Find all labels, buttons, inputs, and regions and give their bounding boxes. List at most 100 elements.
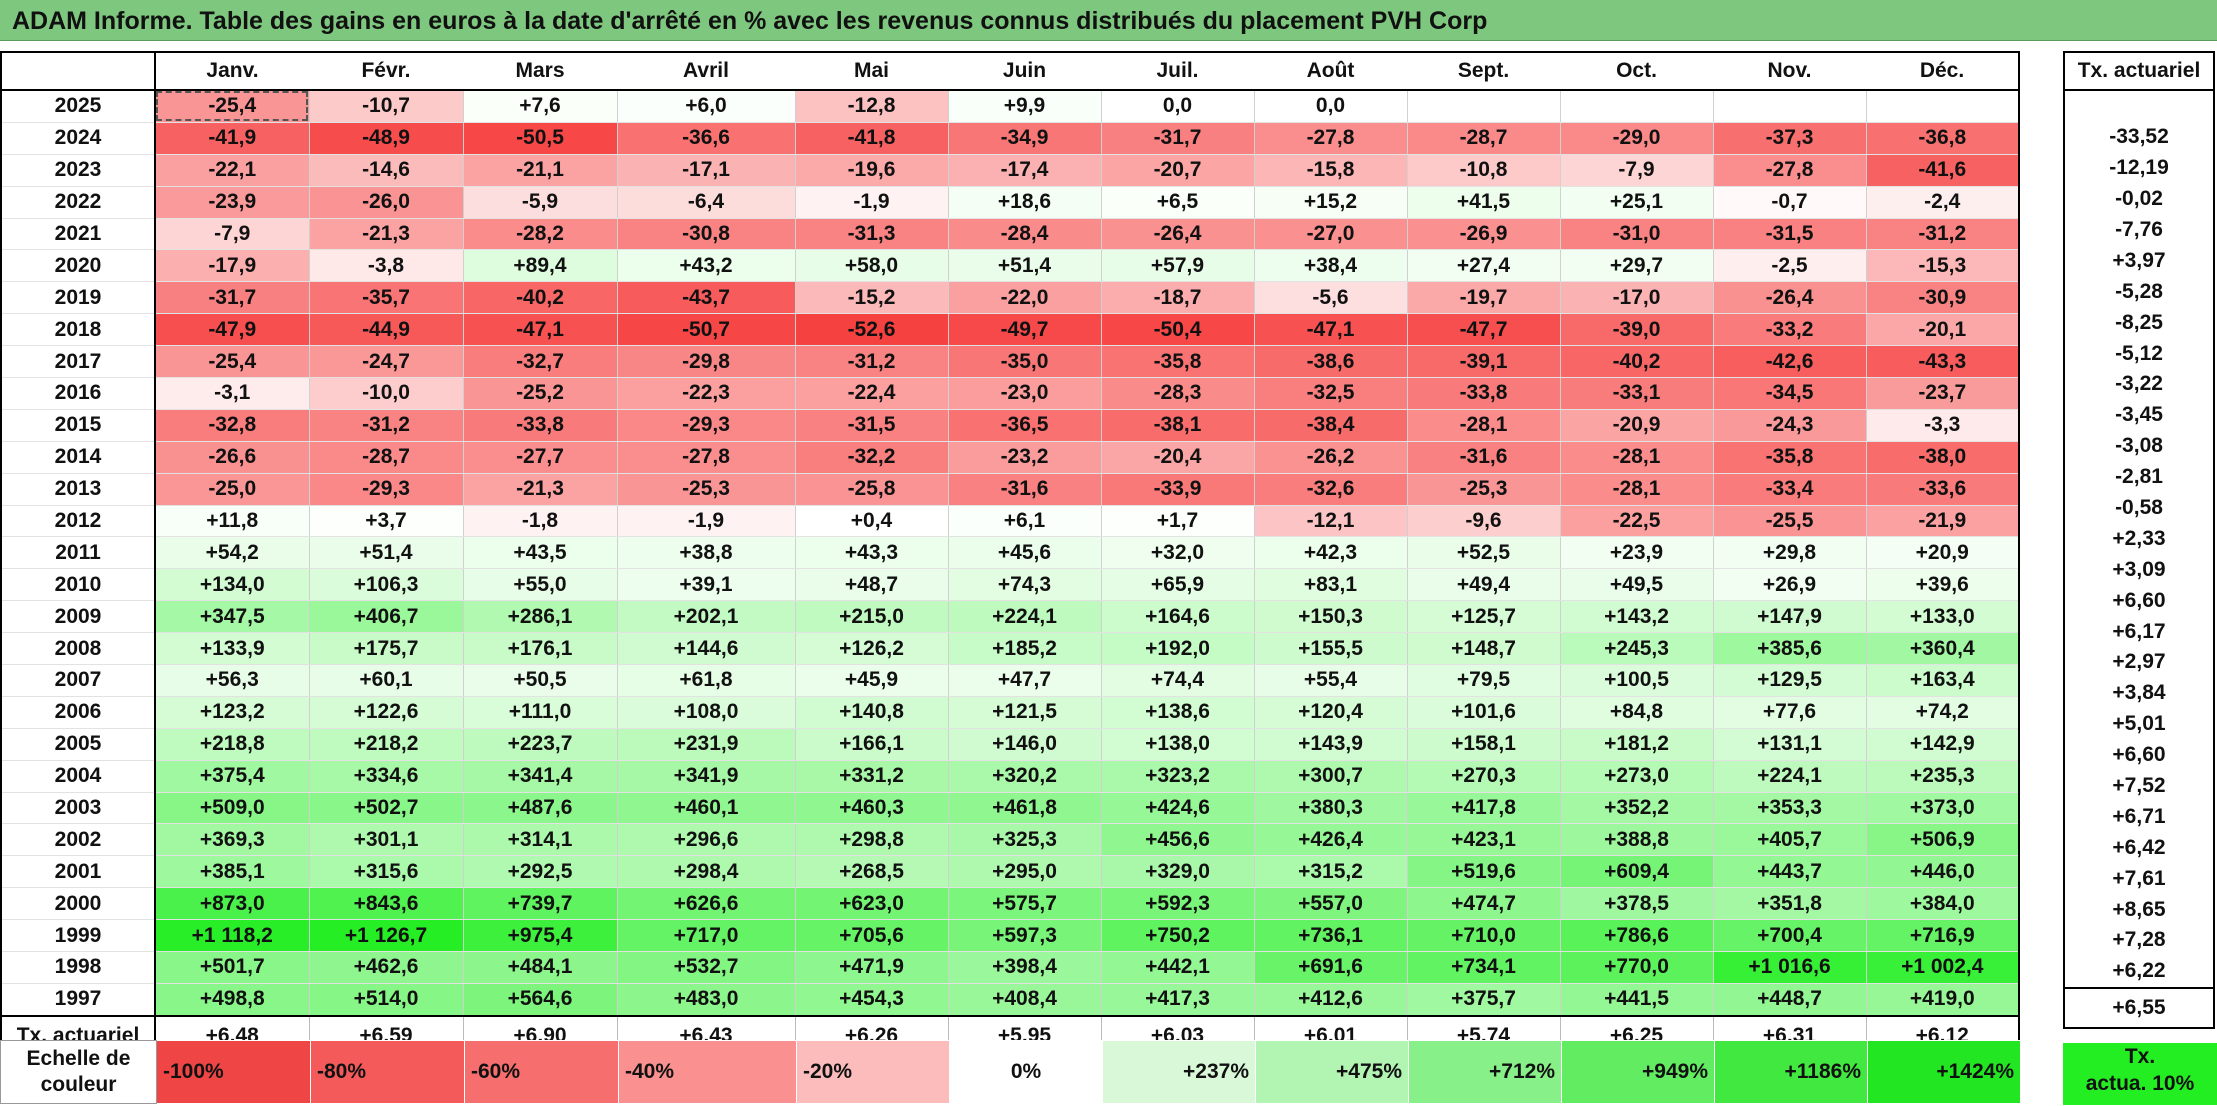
- gain-cell: -35,0: [948, 345, 1102, 379]
- year-row: 2017 -25,4 -24,7 -32,7 -29,8 -31,2 -35,0 -35,8-…: [1, 345, 2020, 379]
- gain-cell: +442,1: [1101, 951, 1255, 984]
- gain-cell: -21,9: [1866, 505, 2020, 538]
- gain-cell: +51,4: [948, 249, 1102, 283]
- gain-cell: +412,6: [1254, 983, 1408, 1017]
- gain-cell: +331,2: [795, 760, 949, 793]
- gain-cell: +108,0: [617, 696, 796, 729]
- gain-cell: -31,7: [155, 281, 310, 315]
- gain-cell: -42,6: [1713, 345, 1867, 379]
- gain-cell: +514,0: [309, 983, 464, 1017]
- gain-cell: +175,7: [309, 632, 464, 666]
- gain-cell: -27,8: [617, 441, 796, 474]
- annual-rate-cell: +6,42: [2064, 832, 2214, 864]
- scale-label: Echelle de couleur: [0, 1040, 157, 1104]
- annual-rate-cell: -3,45: [2064, 399, 2214, 431]
- gain-cell: +131,1: [1713, 728, 1867, 761]
- gain-cell: -33,8: [1407, 377, 1561, 410]
- gains-table: Janv. Févr. Mars Avril Mai Juin Juil. Août Sept.…: [0, 51, 2020, 1057]
- gain-cell: -30,8: [617, 218, 796, 251]
- gain-cell: +7,6: [463, 90, 618, 123]
- gain-cell: -17,9: [155, 249, 310, 283]
- gain-cell: +144,6: [617, 632, 796, 666]
- gain-cell: -50,7: [617, 313, 796, 347]
- gain-cell: +126,2: [795, 632, 949, 666]
- year-row: 2021 -7,9 -21,3 -28,2 -30,8 -31,3 -28,4 -26,4 -2…: [1, 218, 2020, 251]
- scale-side-line2: actua. 10%: [2085, 1072, 2195, 1095]
- gain-cell: +705,6: [795, 919, 949, 953]
- annual-rate-cell: +6,71: [2064, 801, 2214, 833]
- gain-cell: +39,6: [1866, 568, 2020, 602]
- gain-cell: +41,5: [1407, 186, 1561, 219]
- gain-cell: -32,2: [795, 441, 949, 474]
- gain-cell: +353,3: [1713, 792, 1867, 825]
- gain-cell: +1,7: [1101, 505, 1255, 538]
- gain-cell: -27,8: [1254, 122, 1408, 155]
- year-label: 2006: [1, 696, 156, 729]
- gain-cell: +166,1: [795, 728, 949, 761]
- gain-cell: +385,1: [155, 855, 310, 889]
- gain-cell: -40,2: [463, 281, 618, 315]
- gain-cell: +519,6: [1407, 855, 1561, 889]
- scale-swatch: 0%: [949, 1040, 1103, 1104]
- gain-cell: -25,3: [617, 473, 796, 506]
- month-header: Mars: [463, 52, 617, 91]
- gain-cell: +300,7: [1254, 760, 1408, 793]
- gain-cell: -36,8: [1866, 122, 2020, 155]
- color-scale: Echelle de couleur -100% -80% -60% -40% -20%…: [0, 1040, 2021, 1104]
- gain-cell: -31,6: [1407, 441, 1561, 474]
- gain-cell: +384,0: [1866, 887, 2020, 921]
- year-label: 2000: [1, 887, 156, 921]
- gain-cell: -25,0: [155, 473, 310, 506]
- gain-cell: +43,2: [617, 249, 796, 283]
- gain-cell: +426,4: [1254, 823, 1408, 857]
- gain-cell: -31,3: [795, 218, 949, 251]
- annual-rate-cell: -5,28: [2064, 276, 2214, 308]
- gain-cell: -1,8: [463, 505, 618, 538]
- gain-cell: +268,5: [795, 855, 949, 889]
- annual-rate-cell: +7,28: [2064, 925, 2214, 956]
- gain-cell: +60,1: [309, 664, 464, 697]
- gain-cell: -47,1: [463, 313, 618, 347]
- gain-cell: +286,1: [463, 600, 618, 634]
- gain-cell: +150,3: [1254, 600, 1408, 634]
- gain-cell: +218,2: [309, 728, 464, 761]
- gain-cell: -38,1: [1101, 409, 1255, 442]
- gain-cell: +121,5: [948, 696, 1102, 729]
- gain-cell: -20,1: [1866, 313, 2020, 347]
- gain-cell: +498,8: [155, 983, 310, 1017]
- gain-cell: +48,7: [795, 568, 949, 602]
- year-label: 2021: [1, 218, 156, 251]
- gain-cell: [1866, 90, 2020, 123]
- gain-cell: -50,5: [463, 122, 618, 155]
- year-label: 2024: [1, 122, 156, 155]
- gain-cell: +398,4: [948, 951, 1102, 984]
- gain-cell: +61,8: [617, 664, 796, 697]
- gain-cell: 0,0: [1254, 90, 1408, 123]
- gain-cell: +557,0: [1254, 887, 1408, 921]
- year-row: 1998 +501,7 +462,6 +484,1 +532,7 +471,9 +398,4…: [1, 951, 2020, 984]
- annual-rate-cell: -2,81: [2064, 461, 2214, 493]
- gain-cell: -39,0: [1560, 313, 1714, 347]
- gain-cell: -33,8: [463, 409, 618, 442]
- gain-cell: +351,8: [1713, 887, 1867, 921]
- month-header: Janv.: [155, 52, 309, 91]
- gain-cell: +461,8: [948, 792, 1102, 825]
- year-row: 2002 +369,3 +301,1 +314,1 +296,6 +298,8 +325,3…: [1, 823, 2020, 857]
- year-label: 2015: [1, 409, 156, 442]
- year-row: 2016 -3,1 -10,0 -25,2 -22,3 -22,4 -23,0 -28,3 -3…: [1, 377, 2020, 410]
- gain-cell: +352,2: [1560, 792, 1714, 825]
- gain-cell: +148,7: [1407, 632, 1561, 666]
- gain-cell: +273,0: [1560, 760, 1714, 793]
- side-header: Tx. actuariel: [2064, 52, 2214, 91]
- gain-cell: +375,7: [1407, 983, 1561, 1017]
- gain-cell: +23,9: [1560, 536, 1714, 570]
- gain-cell: -33,2: [1713, 313, 1867, 347]
- gain-cell: -24,3: [1713, 409, 1867, 442]
- gain-cell: -27,8: [1713, 154, 1867, 187]
- year-label: 2023: [1, 154, 156, 187]
- gain-cell: +270,3: [1407, 760, 1561, 793]
- gain-cell: +123,2: [155, 696, 310, 729]
- gain-cell: +417,8: [1407, 792, 1561, 825]
- gain-cell: +45,6: [948, 536, 1102, 570]
- gain-cell: -23,2: [948, 441, 1102, 474]
